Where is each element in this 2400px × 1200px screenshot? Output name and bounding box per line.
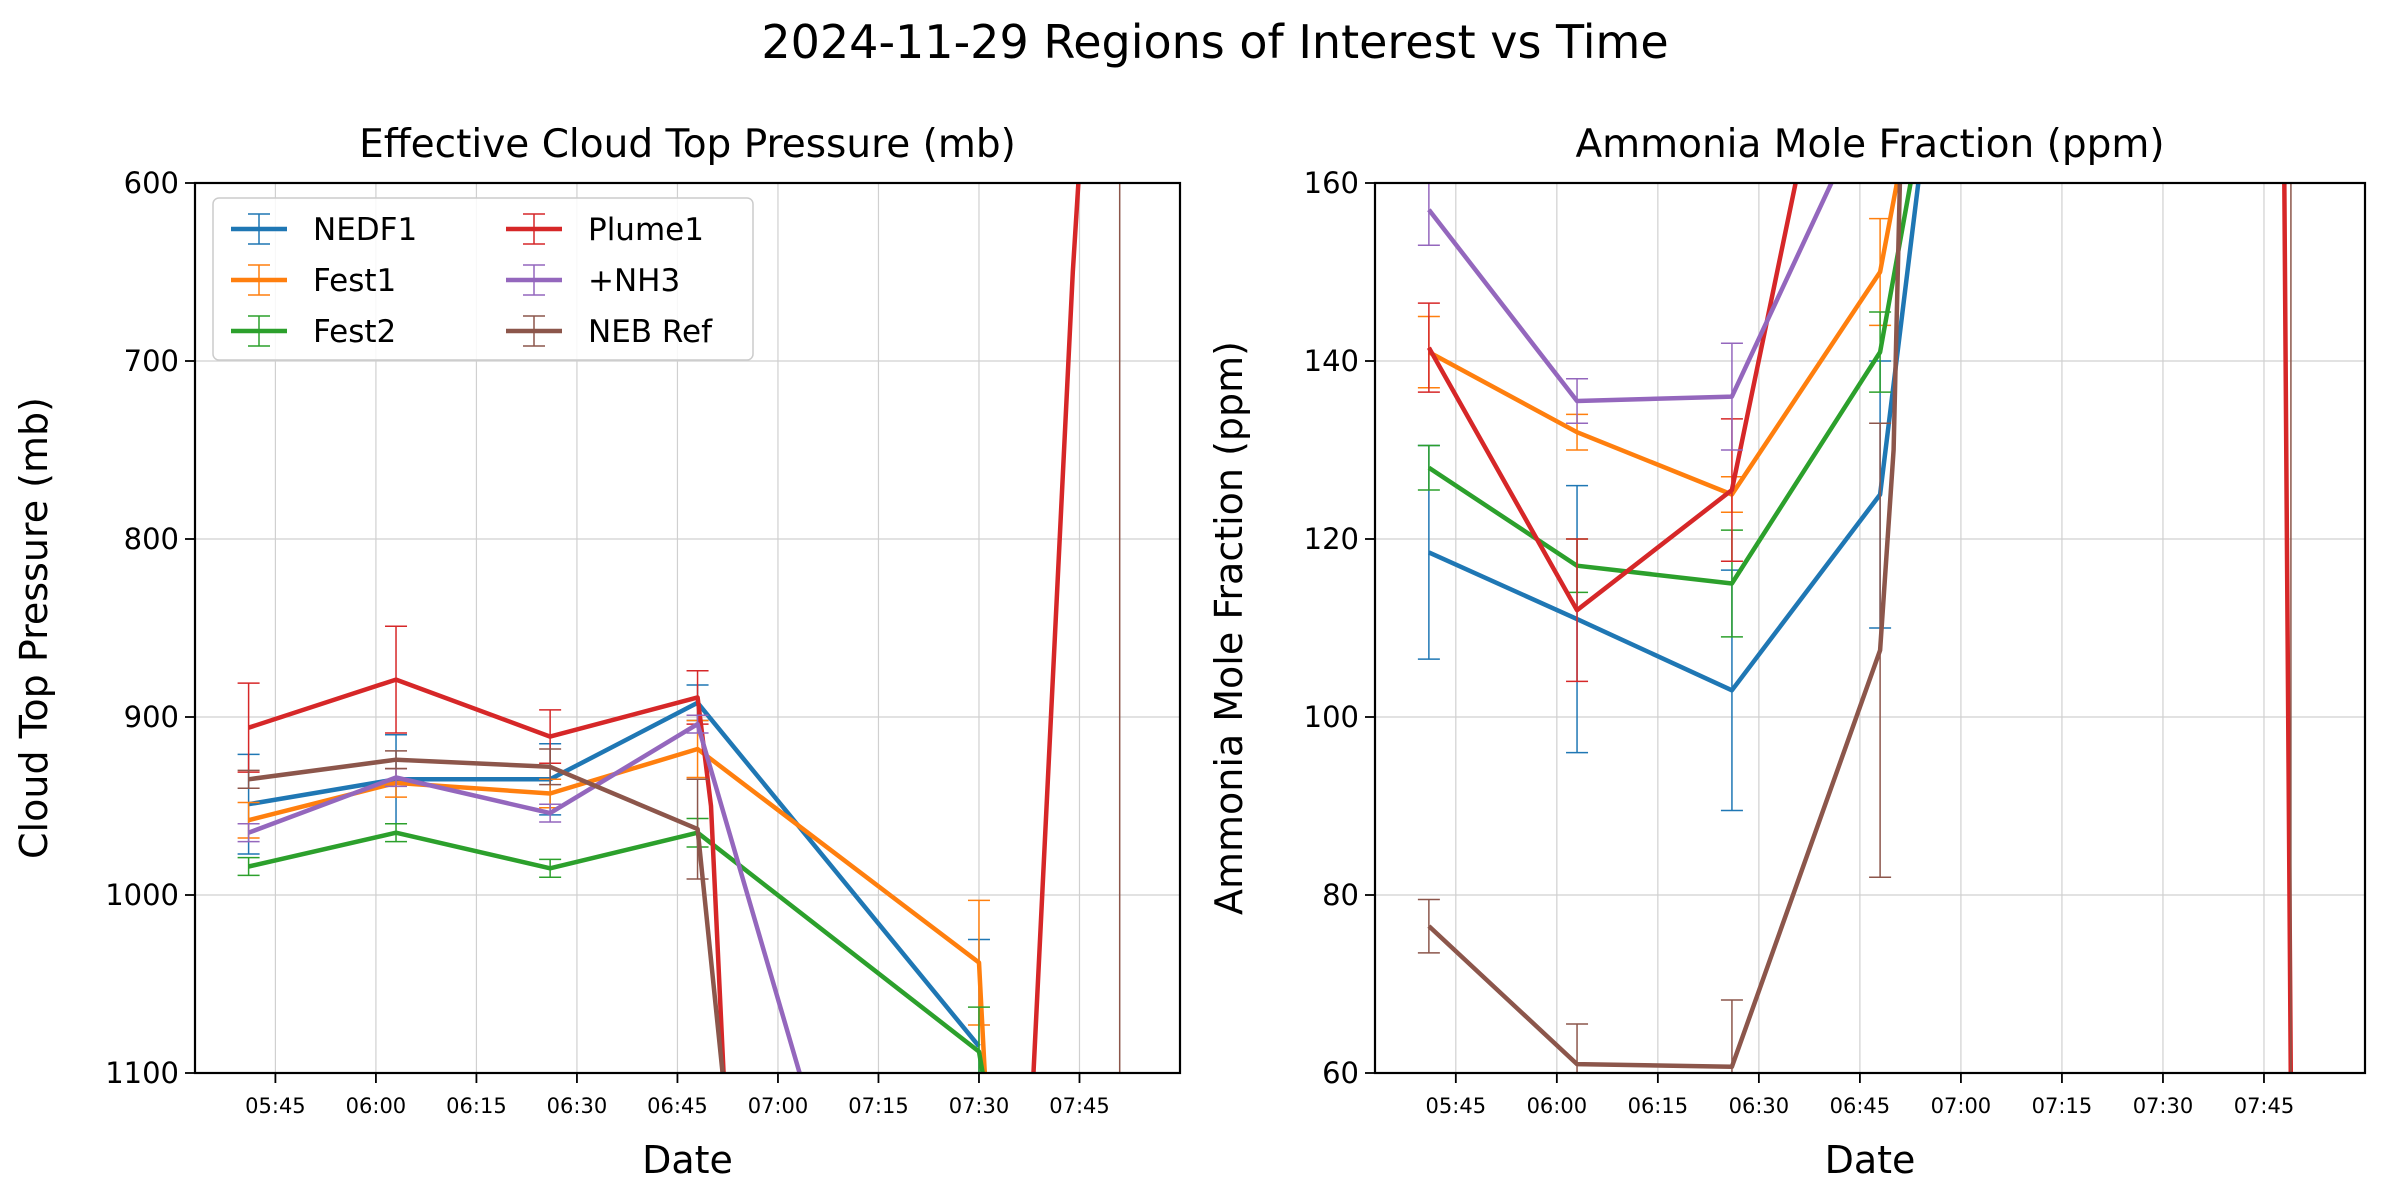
plot-frame bbox=[1373, 181, 2367, 1075]
x-tick-label: 06:30 bbox=[547, 1094, 608, 1118]
error-bar bbox=[539, 748, 562, 786]
axes-title: Ammonia Mole Fraction (ppm) bbox=[1575, 122, 2164, 167]
y-tick-label: 700 bbox=[124, 344, 179, 378]
error-bar bbox=[686, 714, 709, 734]
y-tick-label: 600 bbox=[124, 166, 179, 200]
x-tick-label: 06:00 bbox=[1527, 1094, 1588, 1118]
y-axis-label: Ammonia Mole Fraction (ppm) bbox=[1207, 341, 1251, 915]
x-tick-label: 05:45 bbox=[1426, 1094, 1487, 1118]
x-tick-label: 07:45 bbox=[2234, 1094, 2295, 1118]
error-bar bbox=[1566, 538, 1589, 683]
error-bar bbox=[1720, 999, 1743, 1073]
legend-item: Plume1 bbox=[506, 212, 704, 248]
error-bar bbox=[237, 769, 260, 789]
legend-item: NEB Ref bbox=[506, 314, 713, 350]
axes-title: Effective Cloud Top Pressure (mb) bbox=[359, 122, 1016, 167]
x-tick-label: 07:15 bbox=[848, 1094, 909, 1118]
error-bar bbox=[539, 858, 562, 878]
error-bar bbox=[1869, 311, 1892, 393]
x-axis-label: Date bbox=[1825, 1138, 1916, 1182]
x-tick-label: 06:45 bbox=[1830, 1094, 1891, 1118]
x-tick-label: 06:15 bbox=[1628, 1094, 1689, 1118]
error-bar bbox=[967, 1006, 990, 1073]
x-tick-label: 07:30 bbox=[949, 1094, 1010, 1118]
y-tick-label: 80 bbox=[1322, 878, 1359, 912]
chart-cloud-top-pressure: 05:45 06:00 06:15 06:30 06:45 07:00 07:15 07:30… bbox=[12, 122, 1182, 1182]
legend-box bbox=[212, 197, 754, 361]
y-tick-label: 120 bbox=[1304, 522, 1359, 556]
error-bar bbox=[1566, 378, 1589, 425]
series-line-Fest1 bbox=[248, 746, 988, 1073]
x-tick-label: 06:30 bbox=[1729, 1094, 1790, 1118]
series-line-Plume1 bbox=[247, 183, 1081, 1073]
x-tick-label: 07:15 bbox=[2032, 1094, 2093, 1118]
legend-label: NEB Ref bbox=[588, 314, 713, 350]
y-tick-label: 1000 bbox=[105, 878, 179, 912]
y-tick-label: 60 bbox=[1322, 1056, 1359, 1090]
error-bar bbox=[237, 856, 260, 877]
error-bar bbox=[385, 750, 408, 770]
error-bar bbox=[1417, 444, 1440, 491]
error-bar bbox=[539, 803, 562, 823]
legend-label: Fest1 bbox=[313, 263, 396, 299]
error-bar bbox=[237, 823, 260, 843]
x-tick-label: 07:45 bbox=[1049, 1094, 1110, 1118]
y-tick-label: 100 bbox=[1304, 700, 1359, 734]
legend-item: +NH3 bbox=[506, 263, 680, 299]
legend-item: NEDF1 bbox=[231, 212, 417, 248]
error-bar bbox=[1869, 422, 1892, 878]
series-group bbox=[1417, 183, 2294, 1073]
x-tick-label: 05:45 bbox=[245, 1094, 306, 1118]
error-bar bbox=[1417, 898, 1440, 954]
x-tick-label: 07:00 bbox=[1931, 1094, 1992, 1118]
x-tick-label: 06:00 bbox=[346, 1094, 407, 1118]
y-tick-label: 140 bbox=[1304, 344, 1359, 378]
legend-item: Fest2 bbox=[231, 314, 396, 350]
legend: NEDF1 Fest1 Fest2 Plume1 +NH3 NEB Ref bbox=[212, 197, 754, 361]
legend-item: Fest1 bbox=[231, 263, 396, 299]
series-line-NEB Ref bbox=[1427, 183, 1903, 1070]
error-bar bbox=[1720, 342, 1743, 451]
error-bar bbox=[1417, 183, 1440, 247]
figure-suptitle: 2024-11-29 Regions of Interest vs Time bbox=[761, 15, 1668, 69]
series-group bbox=[237, 183, 1121, 1073]
x-tick-label: 06:45 bbox=[647, 1094, 708, 1118]
x-axis-label: Date bbox=[642, 1138, 733, 1182]
series-line-+NH3 bbox=[1427, 183, 1834, 404]
x-tick-label: 07:30 bbox=[2133, 1094, 2194, 1118]
y-tick-label: 900 bbox=[124, 700, 179, 734]
legend-label: +NH3 bbox=[588, 263, 680, 299]
legend-label: Fest2 bbox=[313, 314, 396, 350]
error-bar bbox=[1566, 1023, 1589, 1073]
error-bar bbox=[1417, 302, 1440, 393]
chart-ammonia-mole-fraction: 05:45 06:00 06:15 06:30 06:45 07:00 07:15 07:30… bbox=[1207, 122, 2367, 1182]
legend-label: Plume1 bbox=[588, 212, 704, 248]
x-tick-label: 06:15 bbox=[446, 1094, 507, 1118]
error-bar bbox=[385, 625, 408, 734]
error-bar bbox=[385, 823, 408, 843]
series-line-Fest2 bbox=[248, 830, 985, 1073]
y-tick-label: 160 bbox=[1304, 166, 1359, 200]
x-tick-label: 07:00 bbox=[748, 1094, 809, 1118]
legend-label: NEDF1 bbox=[313, 212, 417, 248]
y-tick-label: 800 bbox=[124, 522, 179, 556]
y-axis-label: Cloud Top Pressure (mb) bbox=[12, 397, 56, 859]
plot-frame bbox=[193, 181, 1182, 1075]
y-tick-label: 1100 bbox=[105, 1056, 179, 1090]
error-bar bbox=[686, 778, 709, 880]
